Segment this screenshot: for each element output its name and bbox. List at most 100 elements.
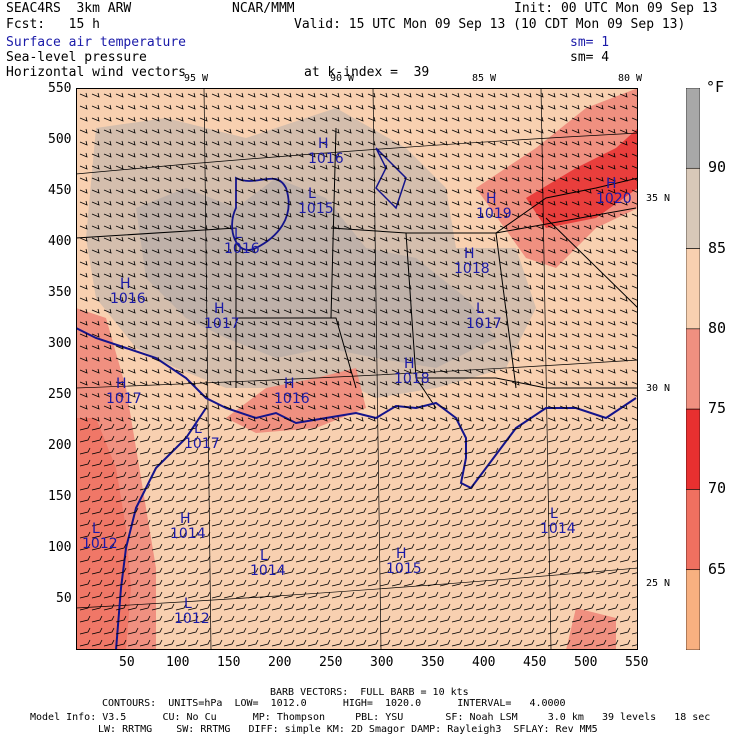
high-pressure-marker: H [180, 511, 191, 527]
longitude-label: 95 W [184, 73, 209, 84]
temperature-70-75-florida [566, 608, 616, 650]
x-tick-label: 150 [217, 655, 241, 670]
y-tick-label: 550 [48, 81, 72, 96]
low-pressure-marker: L [184, 596, 192, 612]
org-label: NCAR/MMM [232, 1, 295, 16]
pressure-value: 1016 [110, 291, 146, 307]
pressure-value: 1016 [308, 151, 344, 167]
high-pressure-marker: H [318, 136, 329, 152]
x-tick-label: 100 [166, 655, 190, 670]
y-tick-label: 500 [48, 132, 72, 147]
x-tick-label: 400 [472, 655, 496, 670]
colorbar-label: 80 [708, 318, 727, 337]
reservoir-outline [375, 147, 407, 210]
high-pressure-marker: H [214, 301, 225, 317]
colorbar-label: 70 [708, 479, 727, 498]
x-tick-label: 450 [523, 655, 547, 670]
smoothing-temperature: sm= 1 [570, 35, 610, 50]
barb-legend: BARB VECTORS: FULL BARB = 10 kts [270, 687, 469, 698]
smoothing-pressure: sm= 4 [570, 50, 610, 65]
pressure-value: 1018 [454, 261, 490, 277]
x-tick-label: 550 [625, 655, 649, 670]
high-pressure-marker: H [396, 546, 407, 562]
pressure-value: 1017 [106, 391, 142, 407]
high-pressure-marker: H [606, 176, 617, 192]
y-tick-label: 350 [48, 285, 72, 300]
colorbar-segment [686, 408, 700, 490]
x-tick-label: 350 [421, 655, 445, 670]
latitude-label: 30 N [646, 383, 671, 394]
init-time: Init: 00 UTC Mon 09 Sep 13 [514, 1, 718, 16]
pressure-centers: H1016L1015L1016H1016H1017H1019H1018L1017… [82, 136, 632, 627]
low-pressure-marker: L [476, 301, 484, 317]
pressure-value: 1017 [204, 316, 240, 332]
pressure-value: 1015 [298, 201, 334, 217]
x-tick-label: 250 [319, 655, 343, 670]
colorbar-segment [686, 328, 700, 410]
field-label-temperature: Surface air temperature [6, 35, 187, 50]
pressure-value: 1014 [170, 526, 206, 542]
field-label-wind: Horizontal wind vectors [6, 65, 187, 80]
high-pressure-marker: H [120, 276, 131, 292]
colorbar-unit: °F [706, 78, 725, 96]
colorbar-label: 75 [708, 399, 727, 418]
colorbar-segment [686, 88, 700, 169]
high-pressure-marker: H [404, 356, 415, 372]
pressure-value: 1014 [540, 521, 576, 537]
field-label-pressure: Sea-level pressure [6, 50, 147, 65]
longitude-label: 80 W [618, 73, 643, 84]
temperature-colorbar [686, 88, 700, 650]
y-tick-label: 450 [48, 183, 72, 198]
colorbar-segment [686, 569, 700, 650]
low-pressure-marker: L [234, 226, 242, 242]
colorbar-label: 90 [708, 158, 727, 177]
colorbar-label: 65 [708, 559, 727, 578]
low-pressure-marker: L [92, 521, 100, 537]
low-pressure-marker: L [260, 548, 268, 564]
high-pressure-marker: H [284, 376, 295, 392]
temperature-70-75-appalachian [476, 88, 638, 268]
forecast-hour: Fcst: 15 h [6, 17, 100, 32]
model-info-physics: LW: RRTMG SW: RRTMG DIFF: simple KM: 2D … [98, 724, 598, 735]
coastline [76, 327, 637, 490]
latitude-label: 35 N [646, 193, 671, 204]
high-pressure-marker: H [116, 376, 127, 392]
pressure-value: 1017 [466, 316, 502, 332]
x-tick-label: 300 [370, 655, 394, 670]
longitude-label: 90 W [330, 73, 355, 84]
high-pressure-marker: H [486, 191, 497, 207]
pressure-value: 1014 [250, 563, 286, 579]
longitude-label: 85 W [472, 73, 497, 84]
pressure-value: 1020 [596, 191, 632, 207]
low-pressure-marker: L [550, 506, 558, 522]
pressure-value: 1016 [274, 391, 310, 407]
wind-barbs [79, 92, 638, 647]
k-index-label: at k-index = 39 [304, 65, 430, 80]
texas-coastline [115, 407, 207, 650]
pressure-value: 1019 [476, 206, 512, 222]
y-tick-label: 300 [48, 336, 72, 351]
colorbar-segment [686, 489, 700, 571]
pressure-value: 1017 [184, 436, 220, 452]
weather-map: H1016L1015L1016H1016H1017H1019H1018L1017… [76, 88, 638, 650]
latitude-label: 25 N [646, 578, 671, 589]
colorbar-segment [686, 167, 700, 249]
x-tick-label: 500 [574, 655, 598, 670]
pressure-value: 1015 [386, 561, 422, 577]
y-tick-label: 200 [48, 438, 72, 453]
x-tick-label: 50 [119, 655, 135, 670]
valid-time: Valid: 15 UTC Mon 09 Sep 13 (10 CDT Mon … [294, 17, 686, 32]
y-tick-label: 100 [48, 540, 72, 555]
map-frame [76, 88, 638, 650]
y-tick-label: 50 [56, 591, 72, 606]
colorbar-label: 85 [708, 238, 727, 257]
low-pressure-marker: L [308, 186, 316, 202]
pressure-value: 1012 [82, 536, 118, 552]
colorbar-segment [686, 248, 700, 330]
y-tick-label: 150 [48, 489, 72, 504]
model-info: Model Info: V3.5 CU: No Cu MP: Thompson … [30, 712, 711, 723]
y-tick-label: 250 [48, 387, 72, 402]
pressure-value: 1012 [174, 611, 210, 627]
high-pressure-marker: H [464, 246, 475, 262]
pressure-value: 1018 [394, 371, 430, 387]
